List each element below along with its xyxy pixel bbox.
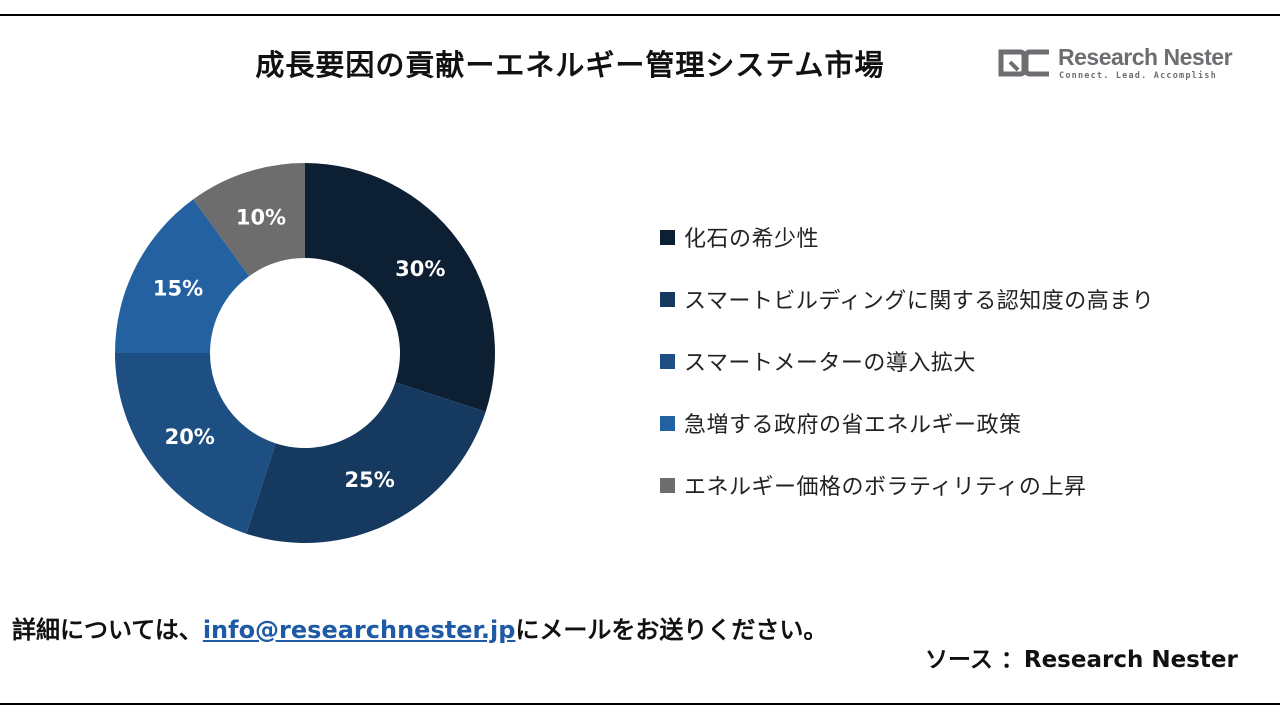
research-nester-logo-icon — [998, 49, 1049, 77]
logo-name: Research Nester — [1058, 44, 1233, 70]
legend-item: 急増する政府の省エネルギー政策 — [660, 406, 1220, 440]
slice-data-label: 20% — [165, 425, 215, 449]
contact-suffix: にメールをお送りください。 — [515, 616, 828, 644]
slice-data-label: 15% — [153, 276, 203, 300]
legend-swatch — [660, 353, 675, 369]
slice-data-label: 25% — [345, 468, 395, 492]
donut-slice — [193, 163, 305, 277]
contact-email-link[interactable]: info@researchnester.jp — [202, 616, 516, 644]
legend-label: 急増する政府の省エネルギー政策 — [684, 413, 1022, 438]
slice-data-label: 10% — [236, 205, 286, 229]
donut-slice — [246, 382, 486, 543]
bottom-rule — [0, 703, 1280, 705]
slice-data-label: 30% — [395, 257, 445, 281]
legend-label: スマートメーターの導入拡大 — [684, 351, 976, 376]
legend-item: 化石の希少性 — [660, 220, 1220, 254]
source-credit: ソース ：Research Nester — [925, 647, 1238, 673]
logo-tagline: Connect. Lead. Accomplish — [1059, 71, 1217, 81]
donut-slice — [305, 163, 495, 412]
legend-swatch — [660, 477, 675, 493]
legend-label: 化石の希少性 — [684, 227, 820, 252]
contact-note: 詳細については、info@researchnester.jpにメールをお送りくだ… — [12, 610, 827, 645]
contact-prefix: 詳細については、 — [12, 616, 203, 644]
legend-item: スマートビルディングに関する認知度の高まり — [660, 282, 1220, 316]
page-title: 成長要因の貢献ーエネルギー管理システム市場 — [255, 48, 885, 82]
legend-label: エネルギー価格のボラティリティの上昇 — [684, 475, 1087, 500]
legend-label: スマートビルディングに関する認知度の高まり — [684, 289, 1155, 314]
legend-swatch — [660, 291, 675, 307]
legend-item: スマートメーターの導入拡大 — [660, 344, 1220, 378]
logo: Research Nester Connect. Lead. Accomplis… — [998, 44, 1238, 84]
donut-slice — [115, 353, 276, 534]
top-rule — [0, 14, 1280, 16]
donut-slice — [115, 199, 250, 353]
legend-item: エネルギー価格のボラティリティの上昇 — [660, 468, 1220, 502]
legend-swatch — [660, 415, 675, 431]
legend-swatch — [660, 229, 675, 245]
